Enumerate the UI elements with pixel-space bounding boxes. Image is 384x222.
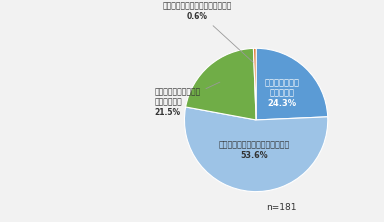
Wedge shape (184, 107, 328, 192)
Wedge shape (256, 48, 328, 120)
Wedge shape (253, 48, 256, 120)
Text: n=181: n=181 (266, 203, 296, 212)
Text: 接種促進効果はまったくなかった
0.6%: 接種促進効果はまったくなかった 0.6% (163, 2, 253, 62)
Text: 接種促進効果の有無は
判断できない
21.5%: 接種促進効果の有無は 判断できない 21.5% (154, 82, 220, 117)
Wedge shape (185, 48, 256, 120)
Text: 接種促進効果は
大きかった
24.3%: 接種促進効果は 大きかった 24.3% (265, 78, 300, 108)
Text: 接種促進効果はそれなりにあった
53.6%: 接種促進効果はそれなりにあった 53.6% (218, 140, 290, 160)
